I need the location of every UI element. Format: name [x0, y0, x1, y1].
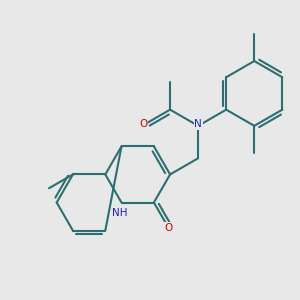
Text: NH: NH	[112, 208, 128, 218]
Text: O: O	[164, 223, 172, 233]
Text: O: O	[139, 119, 148, 129]
Text: N: N	[194, 119, 202, 129]
